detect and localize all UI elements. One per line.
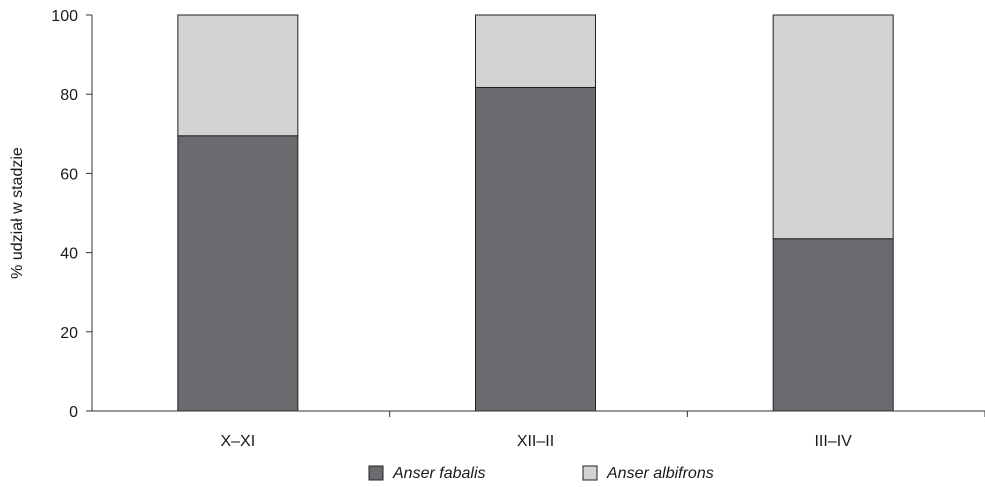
y-tick-label: 100 xyxy=(51,8,78,25)
bar-segment-fabalis xyxy=(772,238,894,412)
legend-label: Anser fabalis xyxy=(392,465,486,482)
x-tick-label: III–IV xyxy=(814,433,852,450)
legend-label: Anser albifrons xyxy=(606,465,714,482)
legend: Anser fabalis Anser albifrons xyxy=(368,465,714,482)
bar-segment-albifrons xyxy=(772,14,894,240)
bar-segment-fabalis xyxy=(475,86,596,412)
x-tick-label: XII–II xyxy=(517,433,554,450)
bar-segment-albifrons xyxy=(475,14,596,88)
y-tick-label: 60 xyxy=(60,166,78,183)
legend-swatch xyxy=(368,465,384,481)
x-axis-ticks: X–XI XII–II III–IV xyxy=(220,411,985,450)
y-tick-label: 80 xyxy=(60,87,78,104)
bar-segment-fabalis xyxy=(177,135,299,412)
y-tick-label: 0 xyxy=(69,404,78,421)
y-tick-label: 40 xyxy=(60,246,78,263)
bar-segment-albifrons xyxy=(177,14,299,137)
y-axis-ticks: 0 20 40 60 80 100 xyxy=(51,8,92,421)
x-tick-label: X–XI xyxy=(220,433,255,450)
y-tick-label: 20 xyxy=(60,325,78,342)
bar-stacks xyxy=(177,14,894,412)
legend-swatch xyxy=(582,465,598,481)
y-axis-title: % udział w stadzie xyxy=(9,147,26,279)
